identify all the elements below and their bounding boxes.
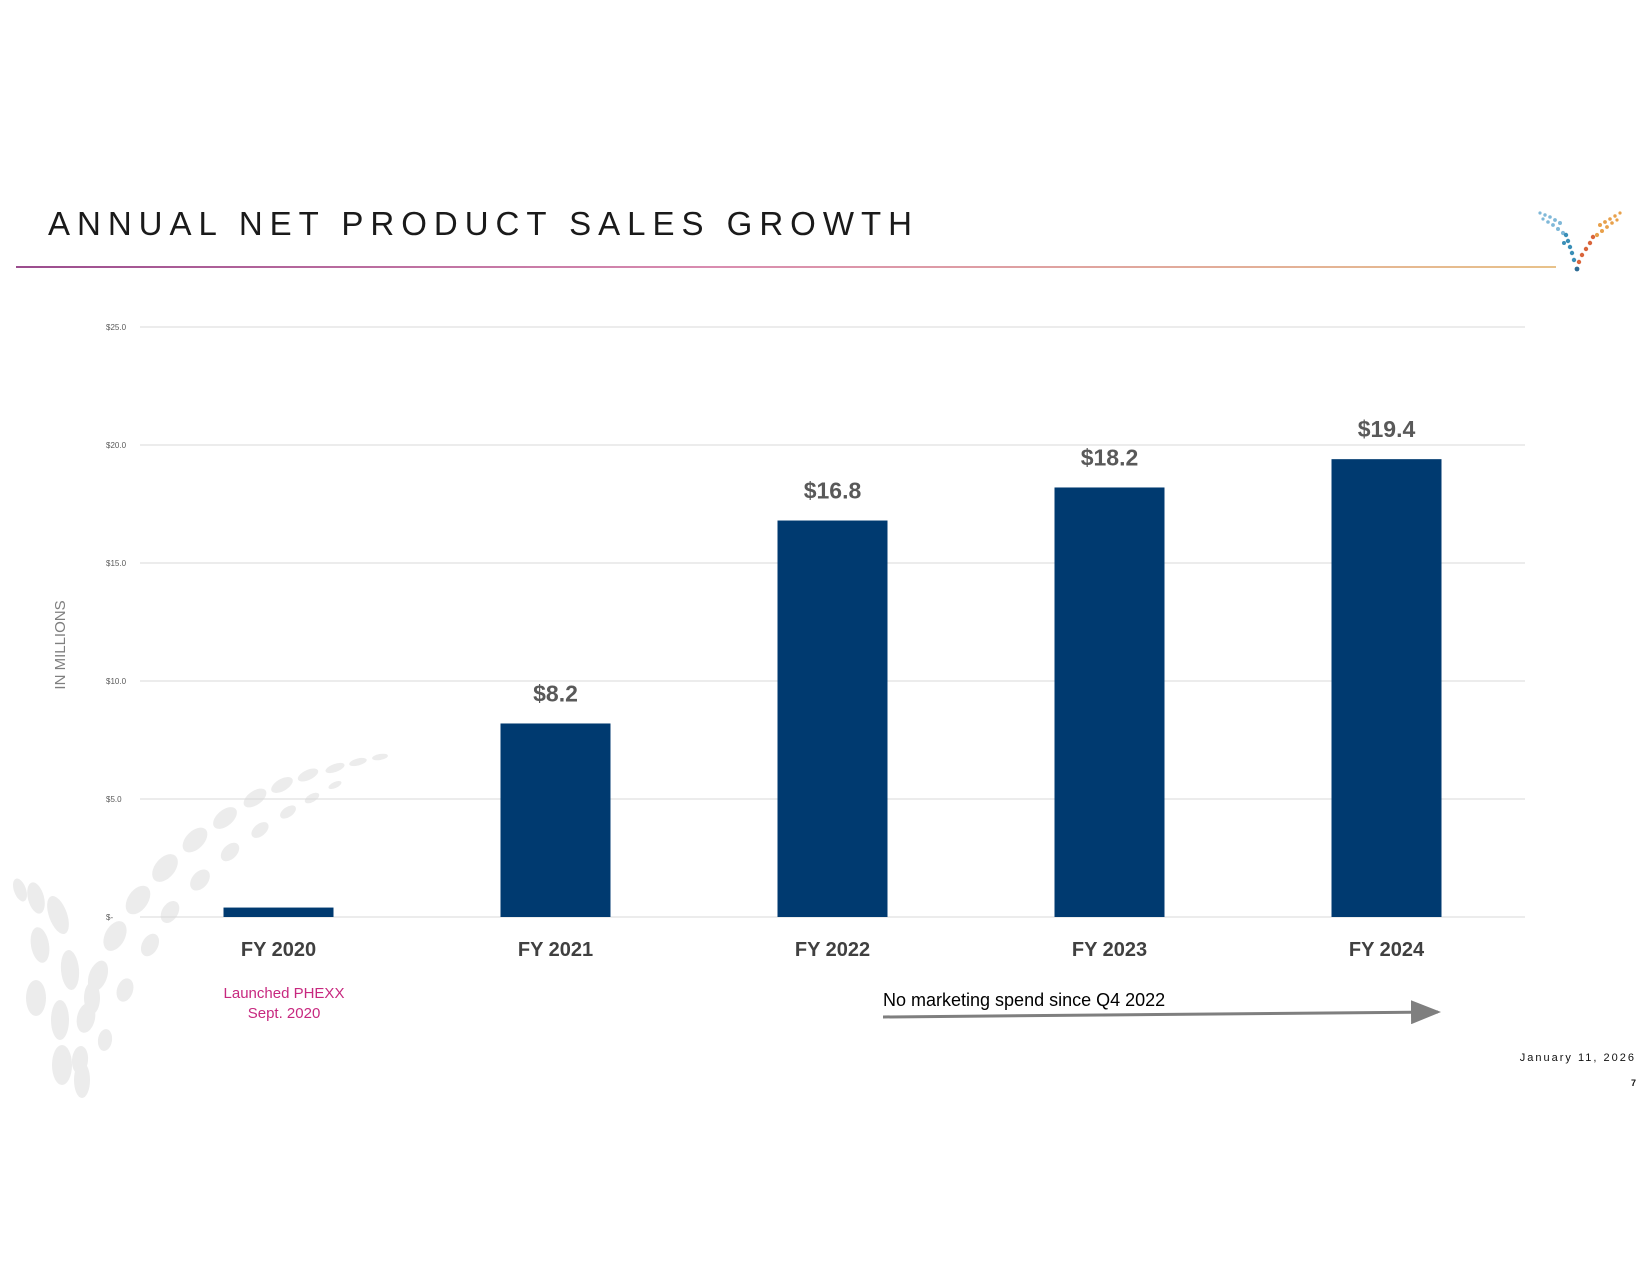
bar — [1054, 487, 1165, 917]
company-logo-icon — [1538, 211, 1622, 272]
y-tick-label: $25.0 — [106, 323, 127, 332]
launch-annotation-line1: Launched PHEXX — [224, 985, 345, 1002]
data-label: $19.4 — [1358, 416, 1416, 442]
slide-title: ANNUAL NET PRODUCT SALES GROWTH — [48, 205, 919, 242]
y-tick-label: $10.0 — [106, 677, 127, 686]
bar — [500, 723, 611, 917]
x-tick-label: FY 2023 — [1072, 939, 1147, 961]
x-tick-label: FY 2024 — [1349, 939, 1425, 961]
x-tick-label: FY 2020 — [241, 939, 316, 961]
decorative-dots-icon — [13, 753, 388, 1098]
y-axis-label: IN MILLIONS — [52, 600, 69, 689]
data-label: $18.2 — [1081, 444, 1139, 470]
bar — [1331, 459, 1442, 917]
data-label: $16.8 — [804, 478, 862, 504]
bar — [777, 520, 888, 917]
launch-annotation-line2: Sept. 2020 — [248, 1005, 321, 1022]
y-tick-label: $- — [106, 913, 113, 922]
y-tick-label: $15.0 — [106, 559, 127, 568]
page-number: 7 — [1630, 1078, 1636, 1088]
data-label: $8.2 — [533, 680, 578, 706]
bar — [223, 907, 334, 917]
y-tick-label: $20.0 — [106, 441, 127, 450]
x-tick-label: FY 2021 — [518, 939, 593, 961]
title-divider — [16, 266, 1556, 268]
marketing-arrow — [882, 1000, 1441, 1025]
slide-date: January 11, 2026 — [1519, 1052, 1636, 1064]
x-tick-label: FY 2022 — [795, 939, 870, 961]
marketing-annotation: No marketing spend since Q4 2022 — [883, 990, 1165, 1010]
y-tick-label: $5.0 — [106, 795, 122, 804]
